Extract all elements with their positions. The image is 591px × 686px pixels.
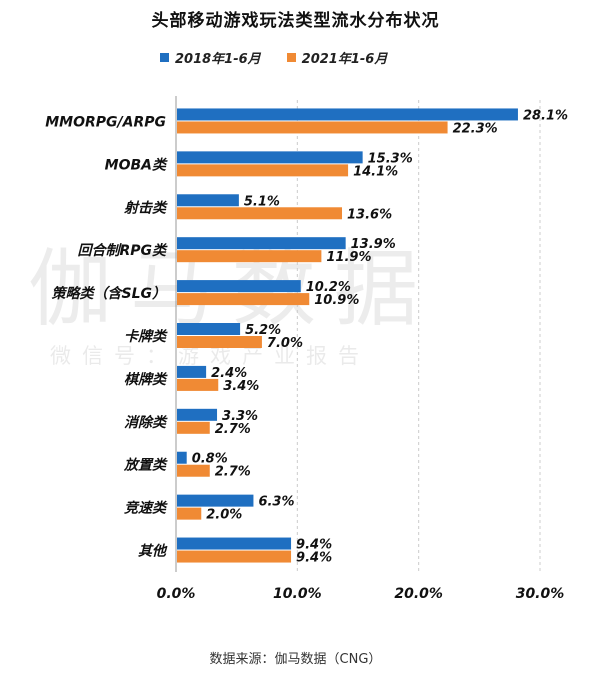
category-label: 棋牌类 [124, 371, 168, 388]
data-label-series2: 11.9% [326, 250, 371, 265]
category-label: 射击类 [124, 199, 168, 216]
bar-series1 [177, 280, 301, 293]
data-label-series2: 7.0% [267, 336, 303, 351]
chart-title: 头部移动游戏玩法类型流水分布状况 [151, 11, 440, 31]
data-label-series2: 2.7% [215, 422, 251, 437]
bar-series1 [177, 537, 292, 550]
bar-series1 [177, 494, 254, 507]
bar-series1 [177, 323, 241, 335]
category-label: 消除类 [124, 414, 168, 431]
bar-series2 [177, 336, 262, 348]
data-label-series1: 6.3% [258, 495, 294, 510]
data-label-series1: 3.3% [222, 409, 258, 424]
legend-label-series2: 2021年1-6月 [301, 52, 388, 67]
data-label-series2: 3.4% [223, 379, 259, 394]
legend-item-series1: 2018年1-6月 [160, 48, 261, 67]
bar-series2 [177, 293, 310, 306]
data-label-series1: 5.2% [245, 323, 281, 338]
category-label: MMORPG/ARPG [45, 114, 166, 130]
category-label: 卡牌类 [124, 328, 168, 345]
bar-series2 [177, 250, 322, 263]
data-label-series2: 9.4% [296, 551, 332, 566]
category-label: 放置类 [123, 457, 168, 474]
legend-item-series2: 2021年1-6月 [286, 48, 388, 67]
bar-series1 [177, 108, 518, 121]
legend-swatch-series2 [286, 53, 296, 62]
bar-series1 [177, 408, 218, 421]
data-label-series2: 14.1% [353, 164, 398, 179]
data-label-series1: 0.8% [192, 452, 228, 467]
category-label: 策略类（含SLG） [52, 285, 167, 302]
data-label-series1: 28.1% [523, 108, 568, 123]
bar-series1 [177, 365, 207, 378]
bar-series2 [177, 464, 210, 477]
bar-series2 [177, 378, 219, 391]
bar-series2 [177, 121, 448, 134]
data-label-series2: 2.7% [215, 465, 251, 480]
chart-legend: 2018年1-6月 2021年1-6月 [160, 48, 387, 67]
bar-series2 [177, 207, 343, 220]
data-label-series1: 5.1% [244, 194, 280, 209]
bar-series2 [177, 164, 349, 177]
data-label-series1: 9.4% [296, 538, 332, 553]
category-label: 其他 [138, 543, 168, 560]
bar-series1 [177, 237, 346, 250]
data-label-series1: 15.3% [368, 151, 413, 166]
bar-series1 [177, 194, 239, 207]
data-label-series1: 10.2% [306, 280, 351, 295]
data-label-series2: 22.3% [453, 121, 498, 136]
bar-series1 [177, 451, 187, 464]
bar-series1 [177, 151, 363, 164]
data-label-series2: 10.9% [314, 293, 359, 308]
bar-series2 [177, 507, 202, 520]
category-label: 竞速类 [124, 500, 168, 517]
data-label-series2: 2.0% [206, 508, 242, 523]
bar-chart: 0.0% 10.0% 20.0% 30.0% MMORPG/ARPG 28.1% 22.3%… [45, 96, 568, 602]
bar-series2 [177, 550, 292, 563]
x-tick-label: 30.0% [516, 586, 565, 602]
x-tick-label: 0.0% [157, 586, 196, 602]
x-tick-label: 10.0% [273, 586, 322, 602]
legend-swatch-series1 [160, 53, 169, 62]
x-tick-label: 20.0% [394, 586, 443, 602]
category-label: 回合制RPG类 [77, 242, 168, 259]
data-label-series1: 13.9% [351, 237, 396, 252]
data-label-series2: 13.6% [347, 207, 392, 222]
data-label-series1: 2.4% [211, 366, 247, 381]
legend-label-series1: 2018年1-6月 [175, 52, 261, 67]
data-source-note: 数据来源：伽马数据（CNG） [209, 652, 382, 667]
category-label: MOBA类 [105, 156, 168, 173]
bar-series2 [177, 421, 210, 434]
